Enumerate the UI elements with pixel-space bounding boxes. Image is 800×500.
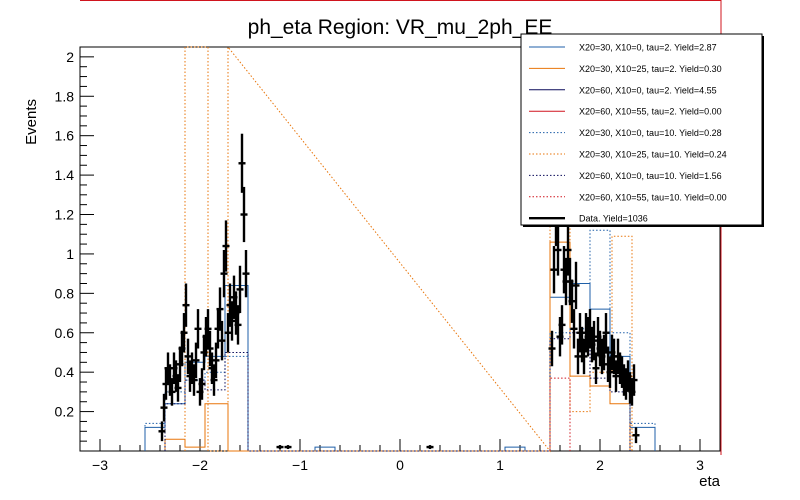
legend-label: X20=30, X10=25, tau=2. Yield=0.30 — [579, 64, 722, 74]
data-point — [192, 342, 200, 379]
data-point — [554, 224, 562, 276]
data-point — [216, 287, 224, 331]
data-point — [242, 249, 250, 298]
x-tick-label: 2 — [596, 457, 604, 473]
data-point — [572, 261, 580, 310]
y-tick-label: 1.2 — [55, 207, 75, 223]
legend-label: X20=60, X10=55, tau=10. Yield=0.00 — [579, 192, 727, 202]
legend: X20=30, X10=0, tau=2. Yield=2.87 X20=30, … — [520, 33, 764, 227]
y-tick-label: 2 — [66, 49, 74, 65]
x-tick-label: 3 — [696, 457, 704, 473]
data-point — [194, 309, 202, 349]
legend-entry: X20=30, X10=0, tau=2. Yield=2.87 — [529, 43, 717, 53]
data-point — [158, 421, 166, 442]
data-point — [284, 445, 292, 450]
data-point — [548, 330, 556, 367]
legend-entry: X20=60, X10=55, tau=2. Yield=0.00 — [529, 107, 722, 117]
data-point — [210, 364, 218, 396]
legend-entry: X20=60, X10=55, tau=10. Yield=0.00 — [529, 192, 727, 202]
data-point — [602, 313, 610, 353]
data-point — [174, 374, 182, 402]
data-point — [632, 427, 640, 444]
data-point — [240, 186, 248, 243]
x-tick-label: −2 — [192, 457, 208, 473]
y-tick-label: 1.8 — [55, 88, 75, 104]
x-tick-label: −3 — [92, 457, 108, 473]
data-point — [550, 246, 558, 294]
series-line-8 — [549, 377, 571, 451]
legend-entry: X20=60, X10=0, tau=2. Yield=4.55 — [529, 85, 717, 95]
x-tick-label: 0 — [396, 457, 404, 473]
data-point — [238, 133, 246, 193]
legend-label: X20=30, X10=0, tau=2. Yield=2.87 — [579, 43, 717, 53]
y-axis-label: Events — [23, 99, 40, 145]
data-point — [568, 279, 576, 323]
legend-entry: Data. Yield=1036 — [529, 214, 648, 224]
legend-entry: X20=30, X10=25, tau=2. Yield=0.30 — [529, 64, 722, 74]
data-point — [180, 313, 188, 353]
series-line-5 — [144, 229, 656, 452]
legend-label: X20=30, X10=25, tau=10. Yield=0.24 — [579, 150, 727, 160]
data-point — [564, 224, 572, 276]
data-point — [224, 313, 232, 353]
data-point — [236, 265, 244, 314]
data-point — [198, 368, 206, 400]
legend-entry: X20=30, X10=0, tau=10. Yield=0.28 — [529, 128, 722, 138]
data-point — [184, 338, 192, 375]
series-line-6 — [184, 45, 633, 453]
data-point — [590, 320, 598, 361]
data-point — [612, 360, 620, 392]
y-tick-label: 1.6 — [55, 128, 75, 144]
x-axis-label: eta — [699, 473, 721, 490]
x-tick-label: 1 — [496, 457, 504, 473]
legend-label: X20=30, X10=0, tau=10. Yield=0.28 — [579, 128, 722, 138]
legend-label: X20=60, X10=0, tau=10. Yield=1.56 — [579, 171, 722, 181]
x-axis-ticks: −3 −2 −1 0 1 2 3 — [79, 439, 721, 473]
data-point — [234, 305, 242, 345]
legend-entry: X20=30, X10=25, tau=10. Yield=0.24 — [529, 150, 727, 160]
data-point — [212, 342, 220, 379]
data-point — [570, 309, 578, 349]
data-point — [426, 445, 434, 450]
data-point — [222, 220, 230, 272]
data-point — [606, 356, 614, 388]
data-point — [218, 320, 226, 361]
legend-box — [520, 33, 763, 226]
data-point — [630, 364, 638, 396]
y-tick-label: 0.4 — [55, 364, 75, 380]
data-point — [276, 445, 284, 450]
data-point — [220, 249, 228, 298]
chart-title: ph_eta Region: VR_mu_2ph_EE — [248, 16, 553, 39]
data-point — [168, 378, 176, 406]
x-tick-label: −1 — [292, 457, 308, 473]
legend-label: X20=60, X10=0, tau=2. Yield=4.55 — [579, 85, 717, 95]
y-tick-label: 0.8 — [55, 285, 75, 301]
legend-entry: X20=60, X10=0, tau=10. Yield=1.56 — [529, 171, 722, 181]
data-point — [204, 309, 212, 349]
y-tick-label: 0.6 — [55, 325, 75, 341]
y-tick-label: 0.2 — [55, 404, 75, 420]
data-point — [580, 338, 588, 375]
data-point — [206, 330, 214, 367]
data-point — [160, 393, 168, 422]
data-point — [190, 364, 198, 396]
y-tick-label: 1 — [66, 246, 74, 262]
data-point — [574, 338, 582, 375]
data-point — [182, 283, 190, 327]
y-axis-ticks: 0.2 0.4 0.6 0.8 1 1.2 1.4 1.6 1.8 2 — [55, 46, 94, 442]
data-point — [228, 301, 236, 341]
data-point — [592, 352, 600, 384]
y-tick-label: 1.4 — [55, 167, 75, 183]
data-point — [558, 305, 566, 345]
legend-label: X20=60, X10=55, tau=2. Yield=0.00 — [579, 107, 722, 117]
legend-label: Data. Yield=1036 — [579, 214, 648, 224]
